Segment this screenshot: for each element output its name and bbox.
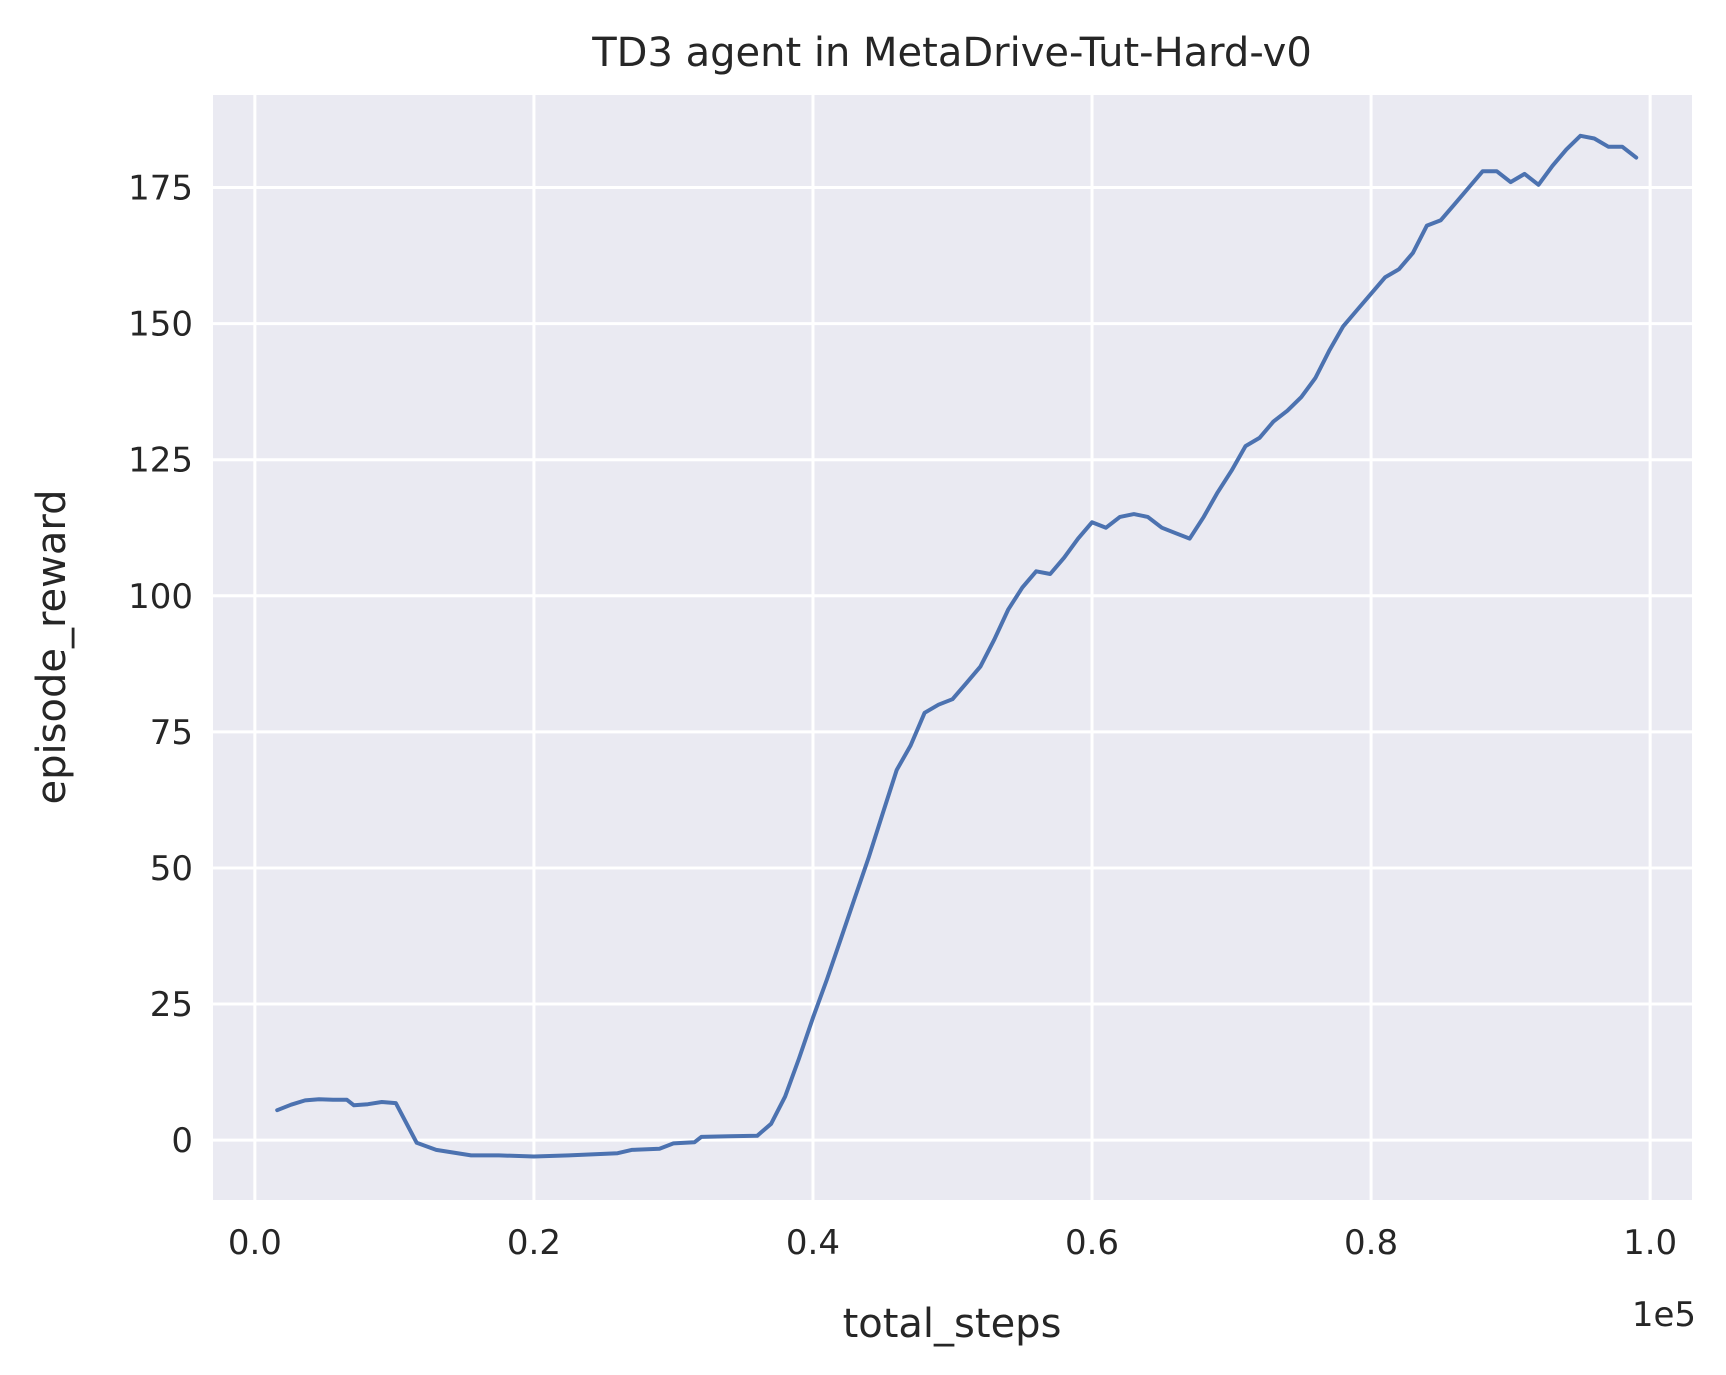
x-tick-labels: 0.0 0.2 0.4 0.6 0.8 1.0 — [228, 1223, 1677, 1263]
y-tick-label: 175 — [128, 169, 193, 209]
y-tick-label: 150 — [128, 305, 193, 345]
y-tick-label: 50 — [150, 849, 193, 889]
x-axis-label: total_steps — [843, 1301, 1062, 1347]
y-tick-label: 125 — [128, 441, 193, 481]
x-axis-offset-label: 1e5 — [1632, 1295, 1696, 1335]
x-tick-label: 0.2 — [507, 1223, 561, 1263]
y-tick-labels: 0 25 50 75 100 125 150 175 — [128, 169, 193, 1162]
x-tick-label: 1.0 — [1623, 1223, 1677, 1263]
y-tick-label: 0 — [171, 1121, 193, 1161]
x-tick-label: 0.6 — [1065, 1223, 1119, 1263]
chart-title: TD3 agent in MetaDrive-Tut-Hard-v0 — [591, 30, 1312, 76]
x-tick-label: 0.8 — [1344, 1223, 1398, 1263]
y-tick-label: 25 — [150, 985, 193, 1025]
y-tick-label: 100 — [128, 577, 193, 617]
series-line — [275, 133, 1639, 1159]
x-tick-label: 0.0 — [228, 1223, 282, 1263]
plot-background — [213, 95, 1692, 1200]
grid-lines — [213, 95, 1692, 1200]
y-axis-label: episode_reward — [29, 490, 75, 805]
x-tick-label: 0.4 — [786, 1223, 840, 1263]
y-tick-label: 75 — [150, 713, 193, 753]
series-lines — [275, 133, 1639, 1159]
